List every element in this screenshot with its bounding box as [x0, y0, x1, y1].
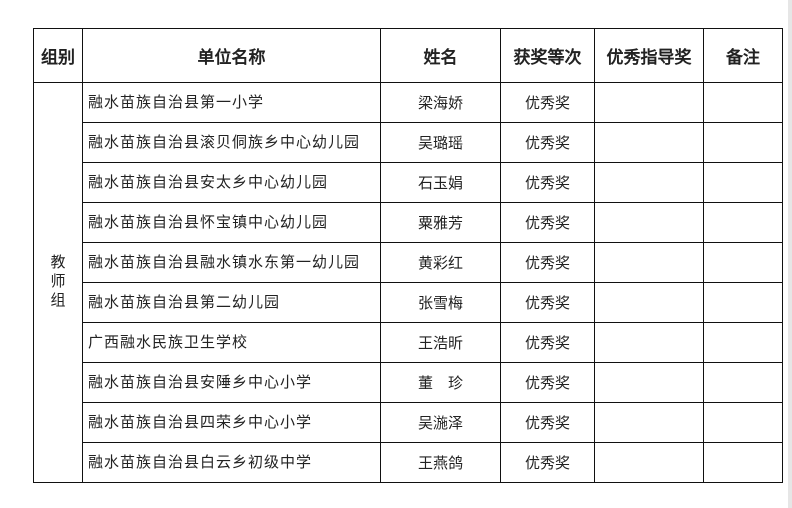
name-cell: 张雪梅: [380, 282, 501, 323]
header-guide-award: 优秀指导奖: [594, 28, 704, 83]
table-row: 融水苗族自治县白云乡初级中学 王燕鸽 优秀奖: [34, 442, 783, 483]
guide-award-cell: [594, 82, 704, 123]
guide-award-cell: [594, 322, 704, 363]
award-cell: 优秀奖: [500, 242, 595, 283]
unit-cell: 融水苗族自治县滚贝侗族乡中心幼儿园: [82, 122, 381, 163]
group-cell: 教师组: [33, 82, 83, 483]
award-cell: 优秀奖: [500, 282, 595, 323]
unit-cell: 融水苗族自治县安陲乡中心小学: [82, 362, 381, 403]
award-cell: 优秀奖: [500, 402, 595, 443]
note-cell: [703, 282, 783, 323]
award-table: 组别 单位名称 姓名 获奖等次 优秀指导奖 备注 教师组 融水苗族自治县第一小学梁…: [33, 28, 783, 483]
note-cell: [703, 162, 783, 203]
name-cell: 王浩昕: [380, 322, 501, 363]
name-cell: 粟雅芳: [380, 202, 501, 243]
table-row: 融水苗族自治县滚贝侗族乡中心幼儿园 吴璐瑶 优秀奖: [34, 122, 783, 163]
table-row: 融水苗族自治县四荣乡中心小学 吴湤泽 优秀奖: [34, 402, 783, 443]
unit-cell: 融水苗族自治县第一小学: [82, 82, 381, 123]
table-row: 融水苗族自治县怀宝镇中心幼儿园 粟雅芳 优秀奖: [34, 202, 783, 243]
guide-award-cell: [594, 162, 704, 203]
note-cell: [703, 402, 783, 443]
table-row: 融水苗族自治县安太乡中心幼儿园 石玉娟 优秀奖: [34, 162, 783, 203]
unit-cell: 融水苗族自治县第二幼儿园: [82, 282, 381, 323]
header-award: 获奖等次: [500, 28, 595, 83]
guide-award-cell: [594, 442, 704, 483]
award-cell: 优秀奖: [500, 322, 595, 363]
name-cell: 吴璐瑶: [380, 122, 501, 163]
header-group: 组别: [33, 28, 83, 83]
note-cell: [703, 122, 783, 163]
guide-award-cell: [594, 282, 704, 323]
header-name: 姓名: [380, 28, 501, 83]
table-row: 广西融水民族卫生学校 王浩昕 优秀奖: [34, 322, 783, 363]
table-row: 教师组 融水苗族自治县第一小学 梁海娇 优秀奖: [33, 82, 783, 483]
guide-award-cell: [594, 202, 704, 243]
note-cell: [703, 362, 783, 403]
unit-cell: 融水苗族自治县融水镇水东第一幼儿园: [82, 242, 381, 283]
note-cell: [703, 202, 783, 243]
award-cell: 优秀奖: [500, 442, 595, 483]
header-note: 备注: [703, 28, 783, 83]
page-edge: [788, 0, 792, 508]
guide-award-cell: [594, 242, 704, 283]
award-cell: 优秀奖: [500, 202, 595, 243]
unit-cell: 广西融水民族卫生学校: [82, 322, 381, 363]
unit-cell: 融水苗族自治县四荣乡中心小学: [82, 402, 381, 443]
guide-award-cell: [594, 362, 704, 403]
note-cell: [703, 442, 783, 483]
note-cell: [703, 242, 783, 283]
name-cell: 吴湤泽: [380, 402, 501, 443]
award-cell: 优秀奖: [500, 162, 595, 203]
name-cell: 黄彩红: [380, 242, 501, 283]
unit-cell: 融水苗族自治县怀宝镇中心幼儿园: [82, 202, 381, 243]
name-cell: 王燕鸽: [380, 442, 501, 483]
name-cell: 梁海娇: [380, 82, 501, 123]
name-cell: 董 珍: [380, 362, 501, 403]
table-row: 融水苗族自治县安陲乡中心小学董 珍优秀奖: [34, 362, 783, 403]
award-cell: 优秀奖: [500, 362, 595, 403]
unit-cell: 融水苗族自治县安太乡中心幼儿园: [82, 162, 381, 203]
name-cell: 石玉娟: [380, 162, 501, 203]
table-row: 融水苗族自治县第二幼儿园 张雪梅 优秀奖: [34, 282, 783, 323]
unit-cell: 融水苗族自治县白云乡初级中学: [82, 442, 381, 483]
note-cell: [703, 82, 783, 123]
award-cell: 优秀奖: [500, 82, 595, 123]
note-cell: [703, 322, 783, 363]
header-row: 组别 单位名称 姓名 获奖等次 优秀指导奖 备注: [33, 28, 783, 83]
table-row: 融水苗族自治县融水镇水东第一幼儿园 黄彩红 优秀奖: [34, 242, 783, 283]
guide-award-cell: [594, 122, 704, 163]
guide-award-cell: [594, 402, 704, 443]
header-unit: 单位名称: [82, 28, 381, 83]
award-cell: 优秀奖: [500, 122, 595, 163]
